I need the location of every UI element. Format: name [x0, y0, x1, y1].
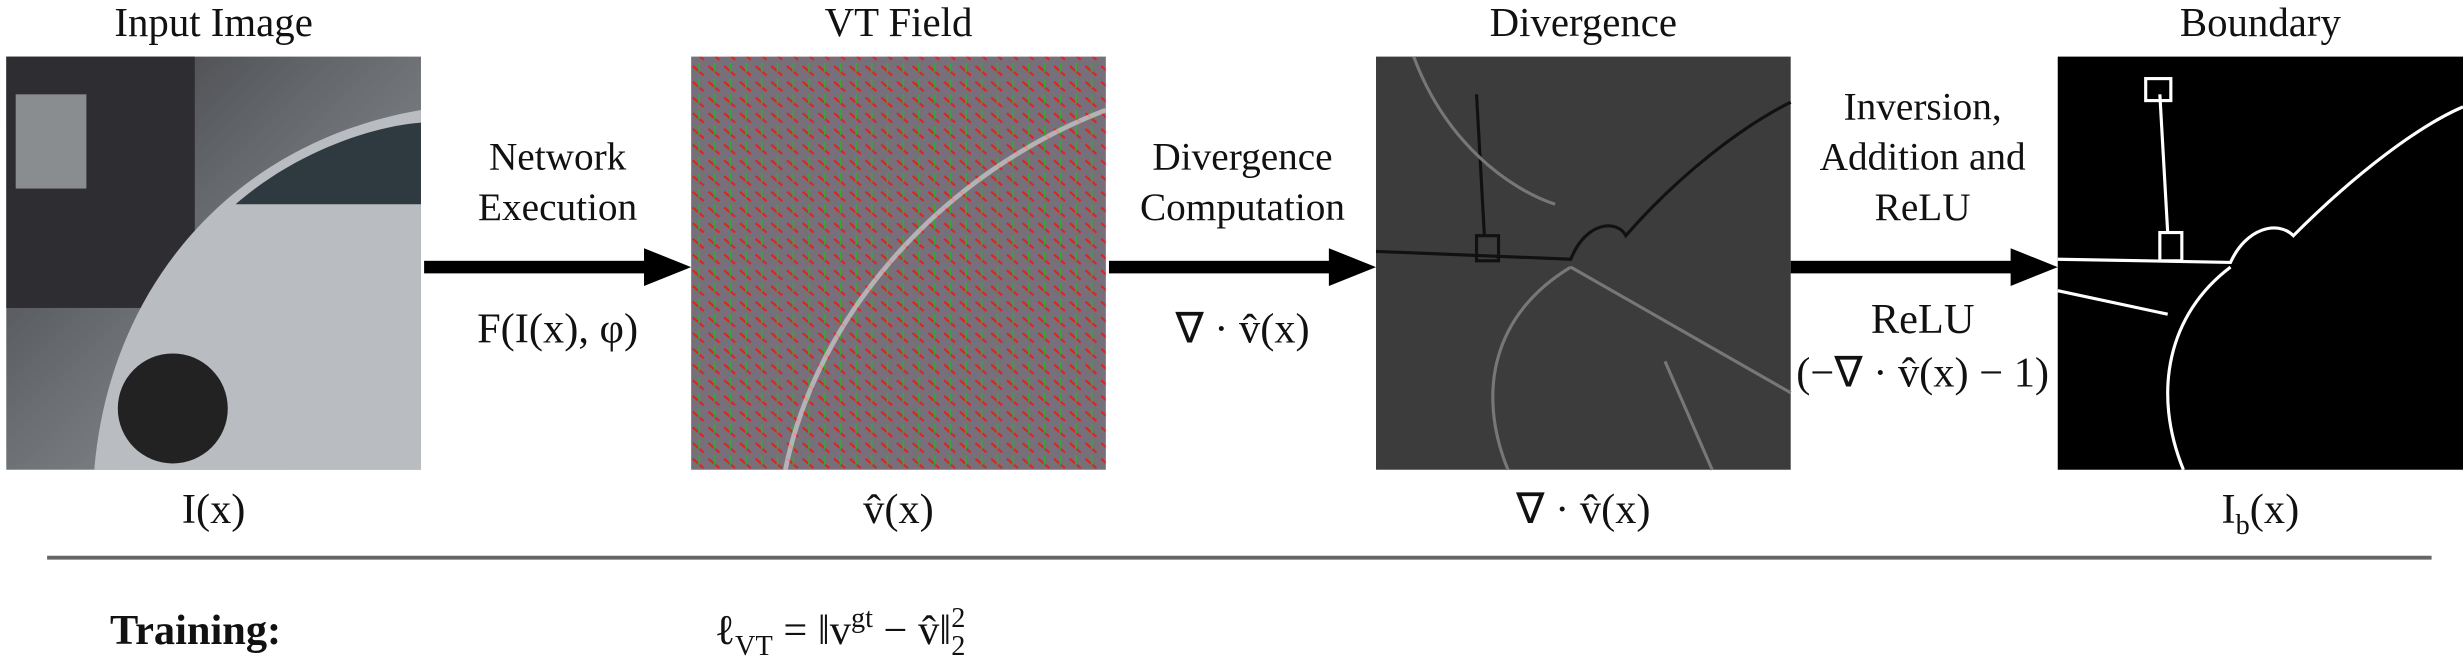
- formula-part: ∇ · v̂(x): [1174, 305, 1309, 352]
- arrow-caption: ReLU: [1875, 186, 1971, 229]
- arrow-caption: Computation: [1140, 186, 1345, 229]
- input-image: [6, 56, 421, 470]
- formula: ℓVT = ‖vgt − v̂‖2 2: [715, 603, 966, 662]
- formula-part: ReLU: [1871, 296, 1975, 343]
- subscript: b: [2236, 510, 2250, 541]
- formula-part: (x): [2250, 486, 2299, 533]
- formula-part: v̂(x): [863, 486, 934, 533]
- vt-field-image: [691, 56, 1107, 471]
- formula: F(I(x), φ): [477, 305, 638, 352]
- formula-part: I: [2222, 486, 2236, 533]
- arrow-caption: Inversion,: [1844, 85, 2002, 128]
- panel-title: VT Field: [825, 0, 973, 45]
- formula: ∇ · v̂(x): [1515, 486, 1650, 533]
- divergence-image: [1375, 56, 1792, 471]
- formula-part: = ‖v: [773, 607, 852, 654]
- arrow-caption: Network: [489, 136, 627, 179]
- subscript: 2: [951, 631, 965, 662]
- formula: v̂(x): [863, 486, 934, 533]
- formula: I(x): [182, 486, 246, 533]
- formula: ReLU: [1871, 296, 1975, 343]
- formula-part: (−∇ · v̂(x) − 1): [1796, 349, 2049, 396]
- panel-title: Boundary: [2180, 0, 2342, 45]
- panel-title: Input Image: [114, 0, 312, 45]
- formula-part: ℓ: [715, 607, 735, 654]
- arrow-caption: Execution: [478, 186, 638, 229]
- superscript: gt: [851, 603, 873, 634]
- formula-part: F(I(x), φ): [477, 305, 638, 352]
- arrow-caption: Divergence: [1152, 136, 1332, 179]
- formula-part: − v̂‖: [873, 607, 951, 654]
- training-label: Training:: [110, 607, 281, 654]
- arrows: [424, 248, 2058, 286]
- superscript: 2: [951, 603, 965, 634]
- boundary-image: [2057, 56, 2463, 471]
- panel-title: Divergence: [1490, 0, 1677, 45]
- formula: ∇ · v̂(x): [1174, 305, 1309, 352]
- formula-part: I(x): [182, 486, 246, 533]
- arrow-caption: Addition and: [1820, 136, 2026, 179]
- formula-part: ∇ · v̂(x): [1515, 486, 1650, 533]
- formula: Ib(x): [2222, 486, 2300, 541]
- subscript: VT: [735, 631, 773, 662]
- formula: (−∇ · v̂(x) − 1): [1796, 349, 2049, 396]
